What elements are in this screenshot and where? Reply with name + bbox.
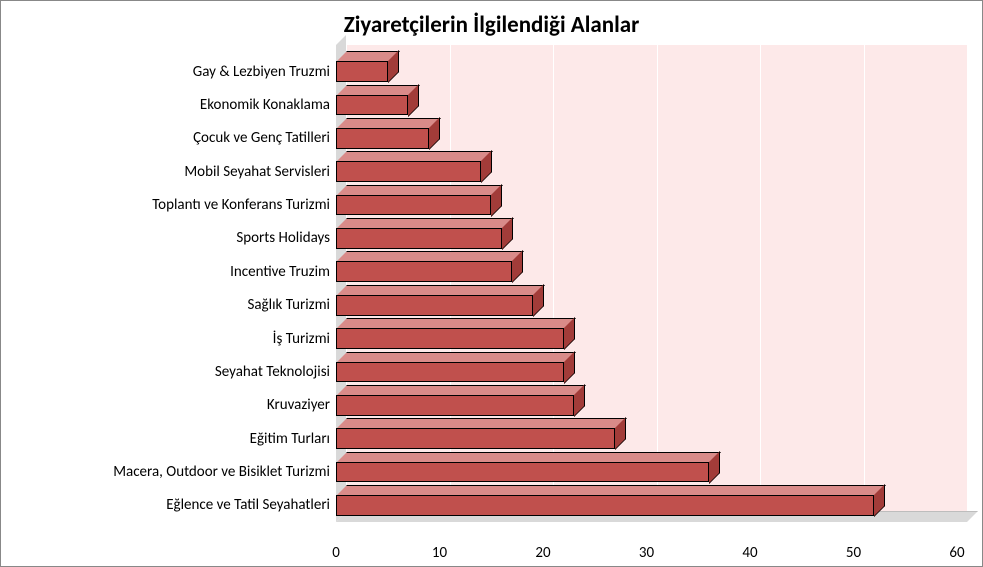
x-tick-label: 40	[742, 544, 757, 562]
x-tick-label: 10	[432, 544, 447, 562]
x-tick-label: 50	[846, 544, 861, 562]
bar-front-face	[336, 495, 874, 516]
y-tick-label: Macera, Outdoor ve Bisiklet Turizmi	[113, 463, 330, 481]
y-tick-label: Seyahat Teknolojisi	[215, 363, 330, 381]
bar	[336, 261, 512, 282]
bar-front-face	[336, 395, 574, 416]
bar	[336, 462, 709, 483]
y-tick-label: Eğitim Turları	[250, 430, 330, 448]
bars-layer	[336, 55, 967, 522]
bar	[336, 128, 429, 149]
bar	[336, 295, 533, 316]
x-tick-label: 60	[949, 544, 964, 562]
bar-front-face	[336, 462, 709, 483]
x-tick-label: 20	[535, 544, 550, 562]
y-tick-label: Toplantı ve Konferans Turizmi	[152, 196, 330, 214]
y-tick-label: Sports Holidays	[236, 229, 330, 247]
plot-row: Eğlence ve Tatil Seyahatleri Macera, Outd…	[16, 55, 967, 550]
bar	[336, 495, 874, 516]
bar	[336, 328, 564, 349]
gridline	[967, 45, 968, 522]
bar-front-face	[336, 362, 564, 383]
bar-front-face	[336, 161, 481, 182]
y-tick-label: Ekonomik Konaklama	[200, 96, 330, 114]
y-tick-label: Gay & Lezbiyen Truzmi	[193, 63, 330, 81]
bar	[336, 228, 502, 249]
bar-front-face	[336, 128, 429, 149]
bar	[336, 61, 388, 82]
y-tick-label: Eğlence ve Tatil Seyahatleri	[166, 496, 330, 514]
x-tick-label: 0	[332, 544, 340, 562]
bar-front-face	[336, 295, 533, 316]
y-tick-label: Mobil Seyahat Servisleri	[184, 163, 330, 181]
bar-front-face	[336, 228, 502, 249]
y-axis-labels: Eğlence ve Tatil Seyahatleri Macera, Outd…	[16, 55, 336, 550]
bar-front-face	[336, 328, 564, 349]
y-tick-label: İş Turizmi	[273, 330, 330, 348]
bar	[336, 161, 481, 182]
chart-title: Ziyaretçilerin İlgilendiği Alanlar	[1, 1, 982, 45]
x-tick-label: 30	[639, 544, 654, 562]
bar	[336, 428, 615, 449]
y-tick-label: Sağlık Turizmi	[247, 296, 330, 314]
y-tick-label: Çocuk ve Genç Tatilleri	[193, 129, 330, 147]
plot-area	[336, 55, 967, 550]
bar-front-face	[336, 61, 388, 82]
bar-front-face	[336, 195, 491, 216]
chart-container: Ziyaretçilerin İlgilendiği Alanlar Eğlen…	[0, 0, 983, 567]
bar-front-face	[336, 261, 512, 282]
bar	[336, 95, 408, 116]
bar	[336, 195, 491, 216]
y-tick-label: Kruvaziyer	[267, 396, 330, 414]
bar-front-face	[336, 95, 408, 116]
bar-front-face	[336, 428, 615, 449]
bar	[336, 362, 564, 383]
bar	[336, 395, 574, 416]
y-tick-label: Incentive Truzim	[230, 263, 330, 281]
plot-wrap: Eğlence ve Tatil Seyahatleri Macera, Outd…	[16, 55, 967, 550]
